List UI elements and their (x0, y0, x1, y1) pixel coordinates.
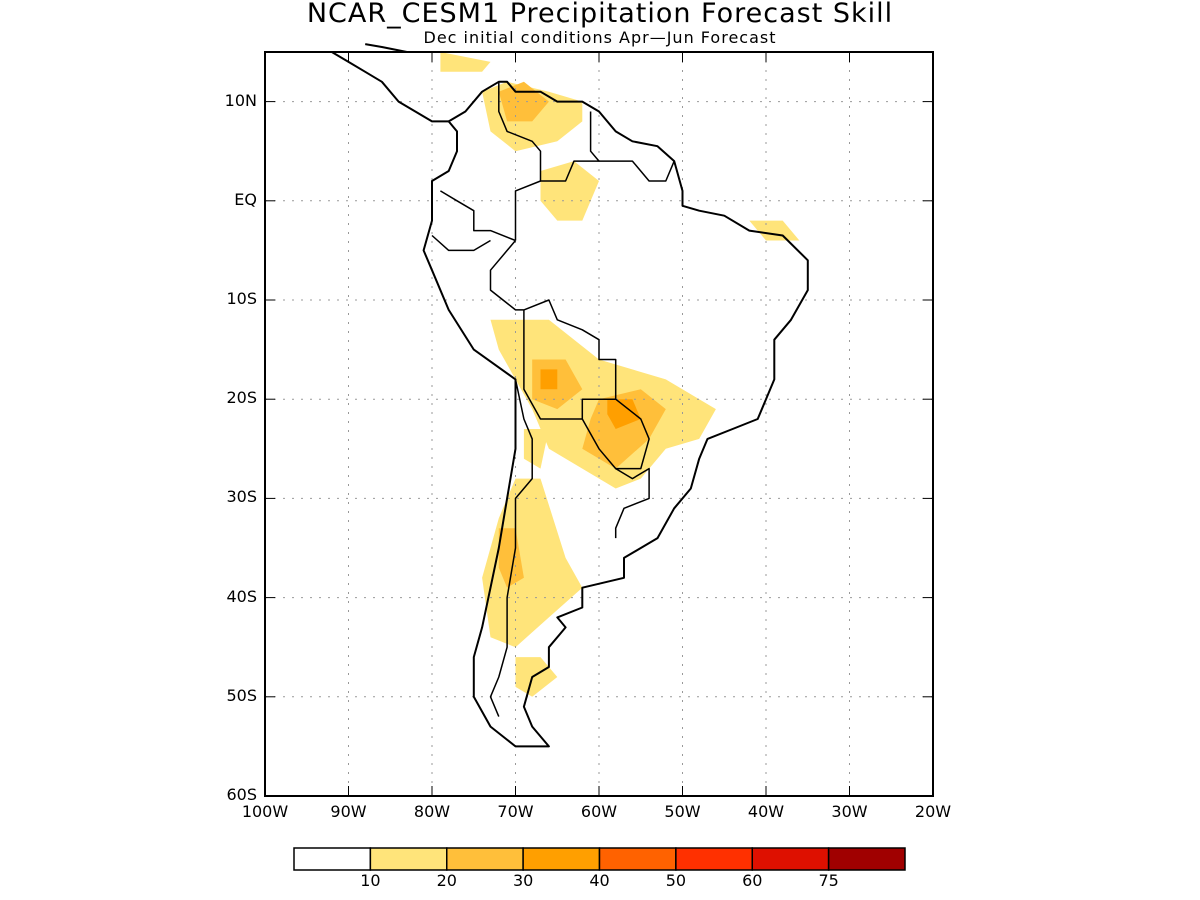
skill-region-level-2 (498, 528, 524, 588)
country-border (614, 467, 650, 539)
lon-label: 100W (241, 802, 289, 821)
skill-region-level-1 (540, 161, 599, 221)
lon-label: 90W (330, 802, 367, 821)
lat-label: 30S (226, 487, 257, 507)
skill-region-level-3 (607, 399, 641, 429)
skill-region-level-1 (523, 429, 549, 469)
colorbar-swatch (446, 847, 524, 871)
skill-region-level-3 (540, 369, 558, 390)
country-border (489, 240, 524, 311)
colorbar-swatch (522, 847, 601, 871)
lon-label: 60W (580, 802, 618, 821)
skill-region-level-1 (515, 657, 558, 697)
country-border (581, 398, 650, 470)
lat-label: 40S (226, 586, 257, 606)
colorbar-label: 20 (436, 871, 457, 890)
colorbar-swatch (827, 847, 906, 871)
coastline (365, 43, 408, 53)
axis-ticks (264, 52, 934, 797)
lon-label: 80W (413, 802, 451, 821)
lat-label: 20S (226, 388, 257, 408)
country-border (540, 111, 600, 182)
lat-label: EQ (234, 189, 257, 209)
colorbar-label: 75 (818, 871, 839, 890)
colorbar-swatch (598, 847, 677, 871)
lon-label: 30W (831, 802, 868, 821)
colorbar-swatch (675, 847, 753, 871)
skill-shading-layer (440, 52, 800, 697)
lon-label: 40W (747, 802, 785, 821)
map-subtitle: Dec initial conditions Apr—Jun Forecast (423, 28, 777, 47)
colorbar-label: 60 (742, 871, 763, 890)
colorbar-swatch (369, 847, 448, 871)
colorbar-swatch (293, 847, 372, 871)
country-borders-layer (431, 81, 675, 717)
colorbar (293, 847, 906, 871)
country-border (498, 81, 542, 241)
colorbar-swatch (751, 847, 830, 871)
skill-region-level-1 (482, 478, 583, 648)
lon-label: 70W (497, 802, 534, 821)
country-border (489, 379, 533, 717)
country-border (599, 160, 675, 182)
lon-label: 50W (664, 802, 701, 821)
skill-region-level-1 (440, 52, 491, 72)
lat-label: 60S (226, 785, 257, 804)
colorbar-label: 30 (512, 871, 534, 890)
skill-region-level-1 (749, 220, 800, 241)
lat-label: 10N (224, 90, 257, 110)
country-border (431, 234, 491, 252)
coastline (331, 51, 449, 123)
lat-label: 50S (226, 685, 257, 705)
colorbar-label: 50 (665, 871, 687, 890)
lat-label: 10S (226, 289, 257, 308)
country-border (440, 190, 516, 242)
colorbar-label: 10 (360, 871, 381, 890)
skill-region-level-2 (582, 389, 666, 469)
lon-label: 20W (914, 802, 952, 821)
colorbar-label: 40 (589, 871, 610, 890)
map-title: NCAR_CESM1 Precipitation Forecast Skill (306, 0, 894, 29)
